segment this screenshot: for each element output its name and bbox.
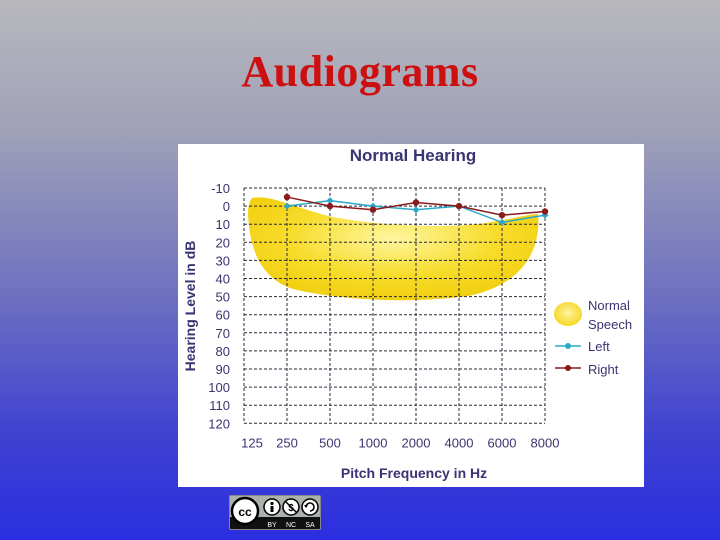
y-tick-label: 70 [216, 326, 230, 341]
x-tick-label: 6000 [488, 435, 517, 450]
data-point-right [283, 193, 291, 201]
x-tick-label: 2000 [402, 435, 431, 450]
y-tick-label: 0 [223, 199, 230, 214]
grid-lines [243, 187, 546, 424]
data-point-right [455, 202, 463, 210]
y-tick-label: -10 [211, 181, 230, 196]
legend-left-marker [565, 343, 571, 349]
x-tick-label: 125 [241, 435, 263, 450]
x-tick-labels: 125 250 500 1000 2000 4000 6000 8000 [241, 435, 559, 450]
y-tick-label: 20 [216, 235, 230, 250]
y-tick-label: 30 [216, 253, 230, 268]
series-group [283, 193, 549, 226]
y-tick-label: 10 [216, 217, 230, 232]
y-tick-label: 110 [209, 398, 230, 413]
slide-title: Audiograms [241, 47, 479, 96]
x-tick-label: 250 [276, 435, 298, 450]
license-nc: NC [286, 522, 296, 529]
x-tick-label: 1000 [359, 435, 388, 450]
x-tick-label: 500 [319, 435, 341, 450]
cc-icon [230, 496, 260, 526]
data-point-right [369, 206, 377, 213]
y-tick-label: 50 [216, 290, 230, 305]
chart-title: Normal Hearing [350, 146, 477, 165]
audiogram-svg: Normal Hearing -10 0 10 20 30 40 50 60 70 80 90 100… [182, 146, 632, 481]
data-point-right [326, 202, 334, 210]
y-axis-label: Hearing Level in dB [182, 241, 198, 372]
cc-license-badge[interactable]: cc $ BY NC SA [229, 495, 321, 530]
data-point-right [412, 199, 420, 206]
data-point-left [369, 202, 377, 210]
data-point-left [326, 197, 334, 205]
y-tick-label: 90 [216, 362, 230, 377]
legend-speech-label-2: Speech [588, 317, 632, 332]
x-tick-label: 4000 [445, 435, 474, 450]
data-point-right [541, 208, 549, 215]
legend-right-label: Right [588, 362, 619, 377]
data-point-left [541, 211, 549, 219]
y-tick-label: 120 [208, 416, 230, 431]
data-point-left [412, 206, 420, 214]
data-point-left [498, 218, 506, 226]
y-tick-label: 60 [216, 308, 230, 323]
sharealike-icon [301, 498, 319, 516]
svg-text:$: $ [288, 503, 294, 514]
legend-speech-label-1: Normal [588, 298, 630, 313]
y-tick-label: 80 [216, 344, 230, 359]
legend-left-label: Left [588, 339, 610, 354]
cc-icon-glyph: cc [238, 505, 252, 519]
x-axis-label: Pitch Frequency in Hz [341, 465, 487, 481]
license-by: BY [267, 522, 277, 529]
cc-license-svg: cc $ BY NC SA [230, 496, 320, 529]
legend-speech-swatch [554, 302, 582, 326]
legend: Normal Speech Left Right [554, 298, 632, 377]
y-tick-label: 100 [208, 380, 230, 395]
data-point-right [498, 211, 506, 219]
x-tick-label: 8000 [531, 435, 560, 450]
y-tick-label: 40 [216, 272, 230, 287]
license-sa: SA [305, 522, 315, 529]
audiogram-chart: Normal Hearing -10 0 10 20 30 40 50 60 70 80 90 100… [178, 144, 644, 487]
y-tick-labels: -10 0 10 20 30 40 50 60 70 80 90 100 110 120 [208, 181, 230, 431]
legend-right-marker [565, 365, 571, 371]
normal-speech-band [248, 197, 539, 301]
data-point-left [283, 202, 291, 210]
